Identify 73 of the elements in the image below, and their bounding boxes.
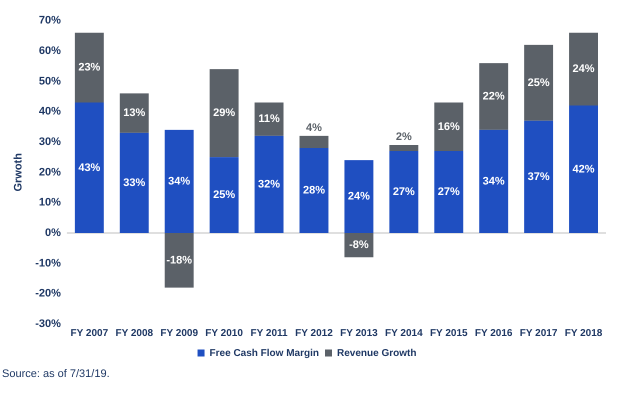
data-label: 16%: [438, 120, 460, 133]
data-label: 27%: [438, 186, 460, 198]
bar: [524, 44, 554, 121]
bar: [524, 120, 554, 233]
x-tick-label: FY 2018: [564, 328, 603, 339]
x-tick-label: FY 2010: [205, 328, 244, 339]
data-label: 23%: [78, 62, 101, 74]
data-label: 24%: [348, 190, 370, 203]
x-tick-label: FY 2012: [295, 328, 334, 339]
y-tick-label: 60%: [38, 44, 62, 57]
data-label: -8%: [349, 239, 369, 252]
data-label: 25%: [213, 189, 236, 202]
bar: [254, 102, 284, 136]
bar: [254, 136, 284, 233]
data-label: 4%: [306, 122, 322, 134]
x-tick-label: FY 2015: [430, 328, 468, 339]
data-label: 34%: [168, 175, 190, 188]
x-tick-label: FY 2007: [70, 328, 109, 339]
bar: [164, 130, 194, 233]
bar: [210, 69, 239, 158]
x-tick-label: FY 2017: [520, 328, 558, 339]
data-label: 34%: [482, 175, 505, 188]
bar: [300, 136, 328, 148]
bar: [74, 102, 104, 233]
data-label: 2%: [396, 131, 412, 144]
data-label: 25%: [528, 76, 550, 89]
legend-label: Revenue Growth: [337, 348, 416, 359]
y-tick-label: 30%: [38, 136, 62, 148]
data-label: 43%: [78, 162, 101, 174]
x-tick-label: FY 2009: [160, 328, 198, 339]
x-tick-label: FY 2016: [474, 328, 513, 339]
data-label: 22%: [482, 90, 505, 102]
y-tick-label: -30%: [35, 318, 62, 330]
data-label: 32%: [258, 178, 280, 190]
x-tick-label: FY 2013: [340, 328, 378, 339]
source-note: Source: as of 7/31/19.: [2, 368, 111, 380]
bar: [344, 160, 374, 233]
y-tick-label: 40%: [38, 106, 62, 118]
data-label: 11%: [258, 113, 280, 126]
bar: [300, 148, 328, 233]
bar: [164, 232, 194, 288]
y-tick-label: 50%: [38, 75, 62, 88]
data-label: 27%: [392, 186, 416, 198]
bar: [389, 144, 418, 152]
bar: [434, 102, 464, 152]
bar: [479, 130, 508, 233]
data-label: 29%: [213, 107, 236, 120]
bar: [74, 32, 104, 103]
data-label: -18%: [166, 254, 192, 266]
y-tick-label: -10%: [35, 257, 62, 270]
y-tick-label: 70%: [38, 14, 62, 27]
x-tick-label: FY 2011: [250, 328, 288, 339]
data-label: 13%: [123, 107, 146, 120]
bar: [434, 151, 464, 233]
legend-label: Free Cash Flow Margin: [210, 348, 320, 359]
y-tick-label: 20%: [38, 166, 62, 178]
bar: [120, 132, 149, 233]
data-label: 42%: [572, 163, 595, 176]
y-tick-label: -20%: [35, 288, 62, 300]
bar: [479, 63, 508, 130]
data-label: 37%: [528, 170, 550, 183]
x-tick-label: FY 2008: [115, 328, 154, 339]
bar: [389, 151, 418, 233]
bar: [569, 106, 598, 233]
y-tick-label: 10%: [38, 196, 62, 209]
x-tick-label: FY 2014: [385, 328, 424, 339]
data-label: 24%: [572, 63, 595, 76]
y-axis-title: Grwoth: [12, 152, 25, 192]
y-tick-label: 0%: [44, 227, 62, 240]
bar: [210, 157, 239, 233]
data-label: 28%: [302, 184, 326, 197]
bar: [569, 32, 598, 106]
data-label: 33%: [123, 176, 146, 189]
